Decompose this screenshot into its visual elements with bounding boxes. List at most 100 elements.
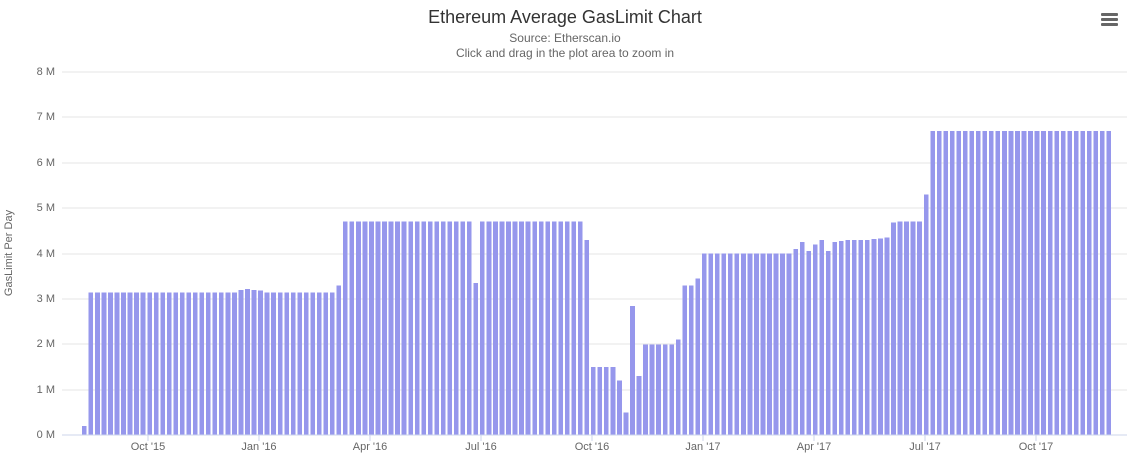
column-bar[interactable] [1106, 130, 1112, 436]
column-bar[interactable] [825, 251, 831, 435]
column-bar[interactable] [760, 253, 766, 436]
column-bar[interactable] [767, 253, 772, 436]
column-bar[interactable] [1047, 130, 1053, 436]
column-bar[interactable] [734, 253, 740, 436]
column-bar[interactable] [532, 221, 537, 435]
column-bar[interactable] [851, 239, 857, 435]
column-bar[interactable] [904, 221, 909, 435]
column-bar[interactable] [884, 237, 890, 435]
column-bar[interactable] [114, 292, 120, 435]
column-bar[interactable] [617, 380, 622, 435]
column-bar[interactable] [251, 289, 257, 435]
column-bar[interactable] [362, 221, 368, 435]
column-bar[interactable] [447, 221, 453, 435]
column-bar[interactable] [225, 292, 231, 435]
column-bar[interactable] [878, 238, 883, 435]
column-bar[interactable] [329, 292, 335, 435]
column-bar[interactable] [460, 221, 466, 435]
column-bar[interactable] [1067, 130, 1073, 436]
column-bar[interactable] [160, 292, 165, 435]
column-bar[interactable] [923, 194, 929, 435]
column-bar[interactable] [199, 292, 205, 435]
column-bar[interactable] [701, 253, 707, 436]
column-bar[interactable] [232, 292, 237, 435]
column-bar[interactable] [838, 240, 844, 435]
column-bar[interactable] [610, 366, 616, 435]
column-bar[interactable] [688, 285, 694, 435]
column-bar[interactable] [643, 344, 648, 435]
column-bar[interactable] [166, 292, 172, 435]
column-bar[interactable] [793, 248, 798, 435]
column-bar[interactable] [173, 292, 179, 435]
column-bar[interactable] [623, 412, 629, 435]
column-bar[interactable] [747, 253, 753, 436]
column-bar[interactable] [519, 221, 524, 435]
column-bar[interactable] [989, 130, 994, 436]
column-bar[interactable] [453, 221, 459, 435]
column-bar[interactable] [525, 221, 531, 435]
column-bar[interactable] [382, 221, 387, 435]
column-bar[interactable] [480, 221, 485, 435]
column-bar[interactable] [1086, 130, 1092, 436]
column-bar[interactable] [936, 130, 942, 436]
column-bar[interactable] [466, 221, 472, 435]
column-bar[interactable] [186, 292, 192, 435]
column-bar[interactable] [1073, 130, 1079, 436]
column-bar[interactable] [897, 221, 903, 435]
column-bar[interactable] [153, 292, 159, 435]
column-bar[interactable] [277, 292, 283, 435]
column-bar[interactable] [943, 130, 949, 436]
column-bar[interactable] [590, 366, 596, 435]
column-bar[interactable] [571, 221, 577, 435]
column-bar[interactable] [493, 221, 498, 435]
column-bar[interactable] [754, 253, 759, 436]
column-bar[interactable] [486, 221, 492, 435]
column-bar[interactable] [1041, 130, 1046, 436]
column-bar[interactable] [134, 292, 139, 435]
column-bar[interactable] [343, 221, 348, 435]
column-bar[interactable] [714, 253, 720, 436]
column-bar[interactable] [440, 221, 446, 435]
column-bar[interactable] [245, 288, 250, 435]
column-bar[interactable] [871, 238, 877, 435]
column-bar[interactable] [1028, 130, 1033, 436]
column-bar[interactable] [558, 221, 564, 435]
column-bar[interactable] [408, 221, 413, 435]
column-bar[interactable] [1021, 130, 1027, 436]
column-bar[interactable] [219, 292, 224, 435]
column-bar[interactable] [395, 221, 400, 435]
column-bar[interactable] [473, 282, 479, 435]
column-bar[interactable] [577, 221, 583, 435]
column-bar[interactable] [865, 239, 870, 435]
column-bar[interactable] [336, 285, 342, 435]
column-bar[interactable] [910, 221, 916, 435]
column-bar[interactable] [499, 221, 505, 435]
column-bar[interactable] [708, 253, 714, 436]
column-bar[interactable] [773, 253, 779, 436]
column-bar[interactable] [662, 344, 668, 435]
column-bar[interactable] [832, 242, 838, 435]
column-bar[interactable] [597, 366, 603, 435]
column-bar[interactable] [205, 292, 211, 435]
column-bar[interactable] [799, 242, 805, 435]
column-bar[interactable] [982, 130, 988, 436]
column-bar[interactable] [630, 306, 635, 435]
column-bar[interactable] [388, 221, 394, 435]
column-bar[interactable] [369, 221, 374, 435]
column-bar[interactable] [140, 292, 146, 435]
column-bar[interactable] [356, 221, 361, 435]
column-bar[interactable] [669, 344, 674, 435]
column-bar[interactable] [675, 339, 681, 435]
column-bar[interactable] [147, 292, 152, 435]
column-bar[interactable] [584, 239, 590, 435]
column-bar[interactable] [858, 239, 864, 435]
column-bar[interactable] [728, 253, 733, 436]
column-bar[interactable] [192, 292, 198, 435]
column-bar[interactable] [1093, 130, 1099, 436]
column-bar[interactable] [1054, 130, 1059, 436]
column-bar[interactable] [427, 221, 433, 435]
column-bar[interactable] [891, 222, 896, 435]
column-bar[interactable] [1060, 130, 1066, 436]
column-bar[interactable] [917, 221, 922, 435]
